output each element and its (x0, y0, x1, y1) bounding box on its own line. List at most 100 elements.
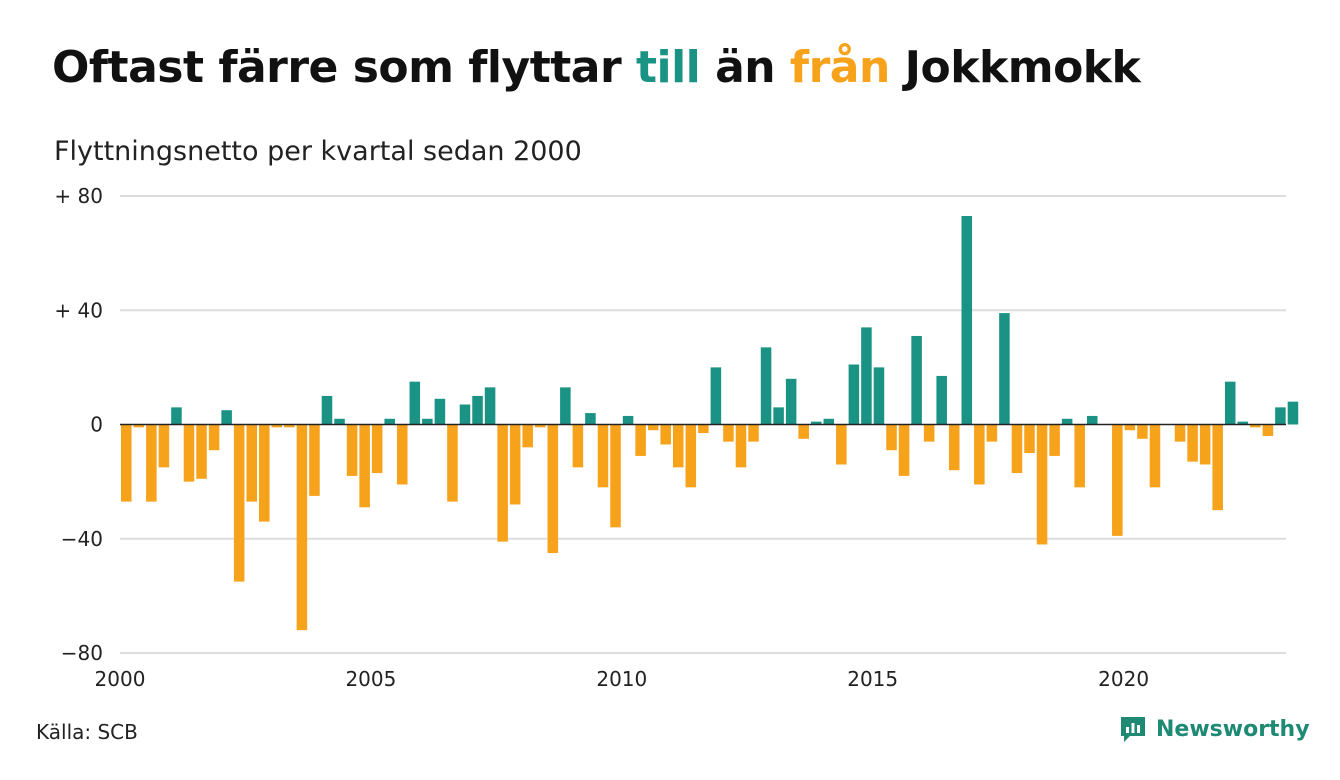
bar (773, 407, 784, 425)
bar (321, 395, 333, 425)
bar (748, 424, 759, 442)
bar (1024, 424, 1035, 454)
bar (171, 407, 182, 425)
bar (660, 424, 671, 445)
bar (785, 378, 797, 425)
bar (522, 424, 533, 448)
title-part-1: Oftast färre som flyttar (52, 42, 636, 93)
bar (133, 424, 145, 428)
y-tick-label: 0 (90, 413, 103, 437)
bar (208, 424, 220, 451)
bar-chart-speech-bubble-icon (1121, 717, 1145, 742)
bar (359, 424, 370, 508)
bar (1224, 381, 1236, 425)
bar (1199, 424, 1211, 465)
x-tick-label: 2010 (596, 667, 647, 691)
bar (560, 387, 571, 425)
bar (1086, 415, 1098, 425)
y-tick-label: + 80 (54, 184, 103, 208)
bar (183, 424, 195, 482)
bar (547, 424, 559, 554)
bar (635, 424, 646, 456)
bar (1250, 424, 1261, 428)
bar (974, 424, 985, 485)
bar (873, 367, 885, 425)
bar (610, 424, 621, 528)
y-tick-label: + 40 (54, 298, 103, 322)
bar (233, 424, 245, 582)
bar (309, 424, 320, 496)
bar (1237, 421, 1249, 425)
bar (823, 418, 835, 425)
gridlines (120, 195, 1286, 654)
bar (798, 424, 809, 439)
bar (836, 424, 847, 465)
bar (698, 424, 709, 434)
bar (1149, 424, 1161, 488)
x-tick-label: 2000 (95, 667, 146, 691)
bar (848, 364, 860, 425)
bar (647, 424, 659, 431)
y-tick-label: −40 (61, 527, 103, 551)
bar (723, 424, 734, 442)
bar (886, 424, 897, 451)
bar (259, 424, 270, 522)
bar (1275, 407, 1286, 425)
bar (710, 367, 722, 425)
bar (296, 424, 308, 631)
newsworthy-logo: Newsworthy (1118, 714, 1310, 744)
bars (121, 215, 1299, 631)
bar (1187, 424, 1198, 462)
bar (409, 381, 421, 425)
bar (346, 424, 358, 476)
bar (986, 424, 998, 442)
bar (911, 335, 922, 425)
title-word-fran: från (789, 42, 890, 93)
bar (585, 413, 596, 425)
x-tick-label: 2005 (345, 667, 396, 691)
bar (1074, 424, 1085, 488)
bar (334, 418, 345, 425)
bar (735, 424, 747, 468)
title-part-3: än (700, 42, 790, 93)
bar (396, 424, 408, 485)
bar (685, 424, 697, 488)
chart-title: Oftast färre som flyttar till än från Jo… (52, 42, 1141, 93)
bar (948, 424, 960, 471)
bar (1011, 424, 1023, 474)
y-tick-label: −80 (61, 641, 103, 665)
bar (999, 313, 1010, 425)
bar (898, 424, 910, 476)
bar (1262, 424, 1274, 436)
bar (447, 424, 458, 502)
chart-subtitle: Flyttningsnetto per kvartal sedan 2000 (54, 136, 582, 167)
x-tick-label: 2020 (1098, 667, 1149, 691)
bar (1212, 424, 1223, 511)
bar (861, 327, 872, 425)
bar (459, 404, 471, 425)
source-note: Källa: SCB (36, 720, 138, 744)
bar (923, 424, 935, 442)
bar (597, 424, 609, 488)
bar (271, 424, 283, 428)
bar (472, 395, 483, 425)
title-part-5: Jokkmokk (889, 42, 1141, 93)
bar (196, 424, 207, 479)
bar (1036, 424, 1048, 545)
bar (622, 415, 634, 425)
bar (221, 410, 232, 425)
x-tick-label: 2015 (847, 667, 898, 691)
bar (158, 424, 170, 468)
bar (1061, 418, 1073, 425)
title-word-till: till (635, 42, 701, 93)
bar (146, 424, 157, 502)
bar (961, 215, 973, 425)
bar (1287, 401, 1299, 425)
bar (434, 398, 446, 425)
bar (121, 424, 132, 502)
bar (760, 347, 772, 425)
bar (1049, 424, 1060, 456)
bar (936, 375, 947, 425)
bar (572, 424, 584, 468)
